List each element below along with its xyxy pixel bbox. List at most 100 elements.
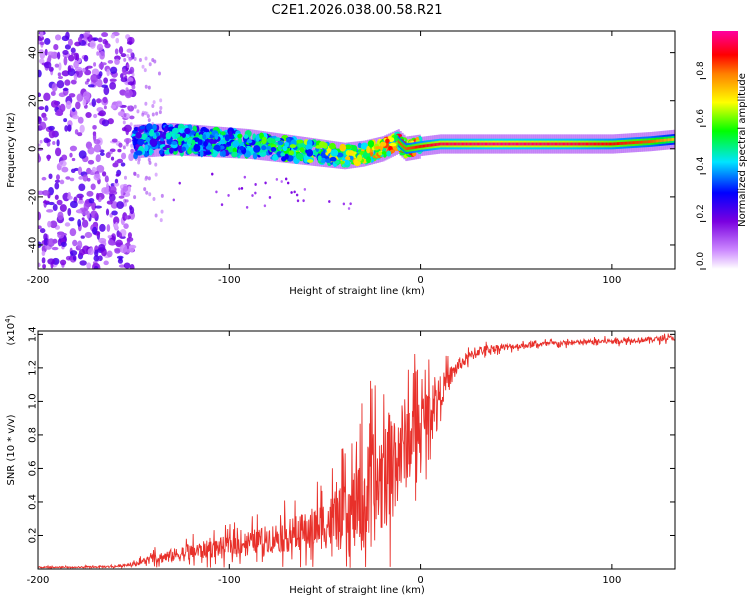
spectrogram-noise-cell: [47, 154, 51, 162]
spectrogram-ridge-cell: [554, 142, 557, 146]
spectrogram-noise-cell: [109, 148, 116, 153]
spectrogram-noise-cell: [109, 78, 117, 82]
spectrogram-noise-cell: [38, 143, 41, 147]
spectrogram-ridge-cell: [388, 137, 395, 143]
spectrogram-ridge-cell: [231, 151, 238, 158]
spectrogram-noise-cell: [118, 257, 123, 261]
spectrogram-ridge-cell: [214, 133, 219, 140]
spectrogram-ridge-cell: [490, 142, 492, 146]
spectrogram-ridge-cell: [512, 142, 514, 146]
spectrogram-ridge-cell: [486, 142, 488, 146]
spectrogram-ylabel: Frequency (Hz): [6, 112, 17, 188]
spectrogram-ridge-cell: [557, 142, 559, 146]
spectrogram-ridge-cell: [280, 152, 285, 157]
spectrogram-noise-cell: [106, 224, 111, 232]
spectrogram-noise-cell: [126, 48, 133, 53]
spectrogram-noise-cell: [101, 32, 109, 38]
spectrogram-noise-cell: [94, 205, 102, 209]
spectrogram-ridge-cell: [463, 142, 465, 146]
snr-xtick-label: 0: [417, 575, 423, 586]
spectrogram-ridge-cell: [544, 142, 546, 146]
spectrogram-noise-cell: [105, 208, 110, 216]
spectrogram-noise-cell: [342, 202, 346, 206]
spectrogram-ridge-cell: [344, 159, 350, 166]
spectrogram-ridge-cell: [537, 142, 540, 146]
spectrogram-ridge-cell: [443, 142, 445, 146]
spectrogram-ridge-cell: [307, 159, 314, 163]
spectrogram-ridge-cell: [284, 153, 289, 160]
spectrogram-ridge-cell: [288, 150, 295, 156]
spectrogram-ridge-cell: [582, 142, 584, 146]
spectrogram-ridge-cell: [451, 142, 453, 146]
spectrogram-ridge-cell: [529, 142, 532, 146]
spectrogram-ridge-cell: [135, 132, 142, 139]
spectrogram-noise-cell: [103, 105, 107, 110]
spectrogram-ridge-cell: [619, 142, 621, 145]
spectrogram-ridge-cell: [614, 142, 616, 146]
spectrogram-noise-cell: [39, 228, 46, 234]
spectrogram-noise-cell: [126, 41, 133, 45]
spectrogram-ridge-cell: [481, 142, 483, 146]
spectrogram-noise-cell: [77, 200, 85, 205]
spectrogram-noise-cell: [39, 121, 47, 130]
spectrogram-ridge-cell: [590, 142, 592, 146]
spectrogram-ridge-cell: [521, 142, 523, 146]
spectrogram-ridge-cell: [374, 146, 381, 150]
spectrogram-noise-cell: [81, 217, 85, 221]
spectrogram-ridge-cell: [220, 139, 226, 145]
spectrogram-noise-cell: [72, 107, 76, 112]
spectrogram-ridge-cell: [366, 145, 371, 154]
spectrogram-ridge-cell: [340, 160, 345, 165]
spectrogram-ridge-cell: [630, 141, 633, 145]
spectrogram-noise-cell: [72, 239, 78, 247]
spectrogram-noise-cell: [93, 62, 97, 67]
spectrogram-noise-cell: [126, 54, 130, 59]
spectrogram-noise-cell: [99, 152, 105, 156]
spectrogram-ridge-cell: [477, 142, 480, 146]
spectrogram-noise-cell: [54, 179, 61, 183]
spectrogram-noise-cell: [48, 125, 55, 131]
spectrogram-ridge-cell: [515, 142, 518, 146]
spectrogram-halo-cell: [171, 122, 175, 156]
spectrogram-noise-cell: [77, 219, 82, 227]
spectrogram-xtick-label: -200: [27, 275, 50, 286]
spectrogram-ridge-cell: [259, 149, 264, 153]
spectrogram-noise-cell: [275, 178, 279, 181]
spectrogram-noise-cell: [220, 203, 224, 207]
spectrogram-ridge-cell: [418, 145, 420, 149]
spectrogram-ridge-cell: [152, 123, 157, 131]
spectrogram-ridge-cell: [550, 142, 552, 146]
spectrogram-ridge-cell: [412, 146, 414, 150]
spectrogram-ytick-label: -20: [28, 189, 39, 205]
spectrogram-ridge-cell: [469, 142, 472, 146]
spectrogram-noise-cell: [160, 209, 164, 214]
snr-xtick-label: -200: [27, 575, 50, 586]
spectrogram-noise-cell: [84, 231, 93, 239]
spectrogram-ridge-cell: [413, 146, 416, 149]
spectrogram-noise-cell: [154, 213, 158, 218]
spectrogram-halo-cell: [175, 123, 178, 156]
spectrogram-ridge-cell: [616, 142, 619, 146]
spectrogram-ridge-cell: [575, 142, 577, 146]
spectrogram-ridge-cell: [289, 144, 297, 149]
spectrogram-ridge-cell: [669, 138, 672, 142]
spectrogram-noise-cell: [114, 58, 120, 65]
spectrogram-noise-cell: [133, 171, 137, 176]
spectrogram-noise-cell: [106, 68, 110, 77]
spectrogram-noise-cell: [152, 100, 156, 105]
spectrogram-noise-cell: [64, 79, 71, 86]
spectrogram-ridge-cell: [161, 131, 167, 140]
spectrogram-noise-cell: [129, 115, 135, 120]
spectrogram-noise-cell: [159, 98, 163, 103]
spectrogram-ridge-cell: [596, 142, 598, 146]
spectrogram-noise-cell: [48, 66, 54, 72]
spectrogram-ridge-cell: [536, 142, 538, 146]
spectrogram-noise-cell: [147, 118, 151, 123]
spectrogram-ridge-cell: [445, 142, 448, 146]
spectrogram-noise-cell: [65, 31, 70, 40]
spectrogram-ridge-cell: [578, 142, 581, 146]
spectrogram-ridge-cell: [317, 155, 322, 162]
spectrogram-noise-cell: [69, 145, 78, 152]
spectrogram-noise-cell: [55, 110, 64, 117]
spectrogram-ridge-cell: [506, 142, 509, 146]
